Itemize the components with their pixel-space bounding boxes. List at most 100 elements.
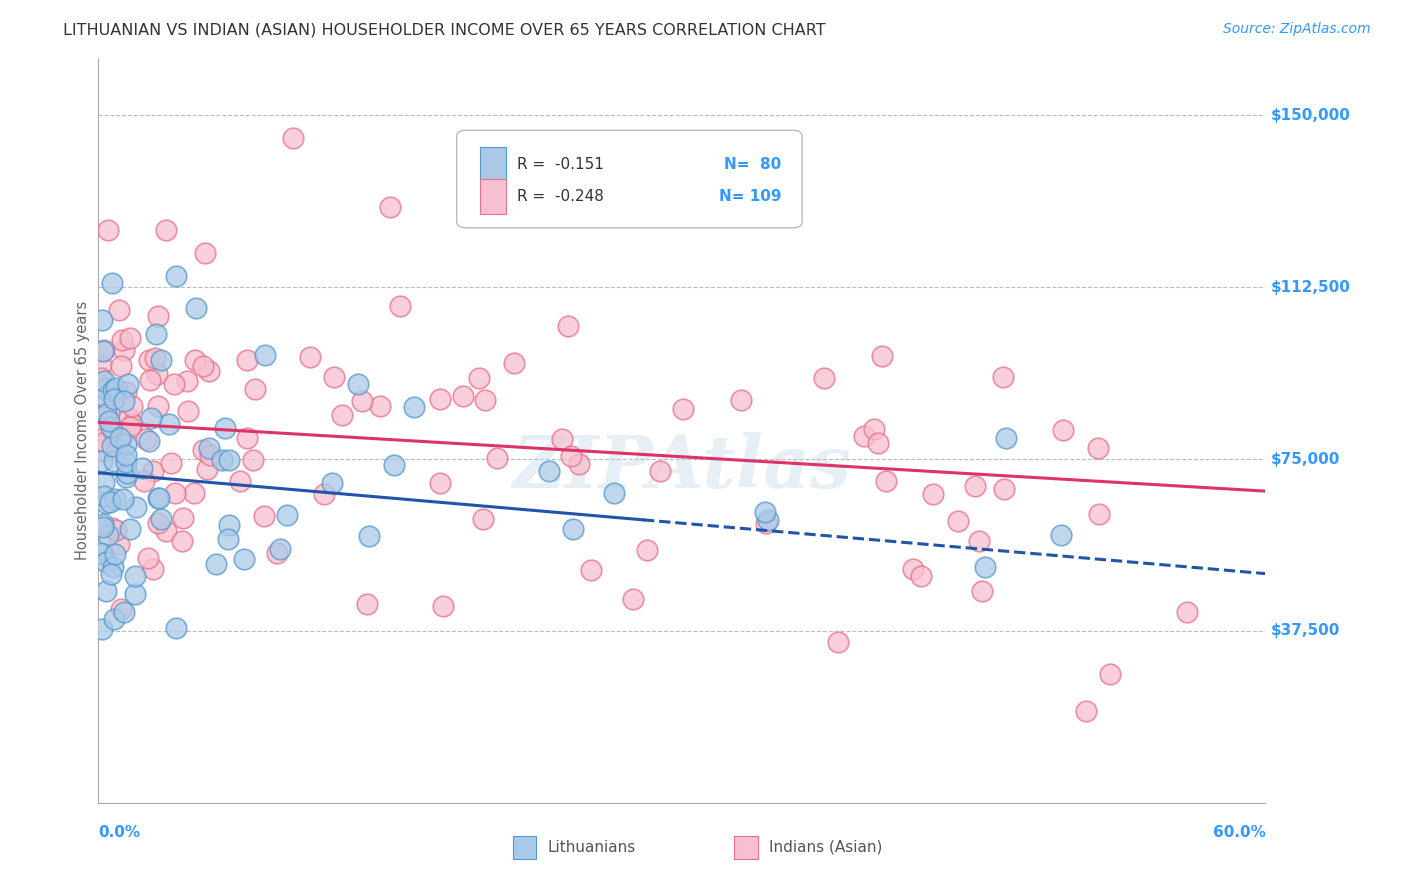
Point <box>97 404 120 418</box>
Point <box>368 399 391 413</box>
Point <box>852 429 875 443</box>
Point <box>90 359 112 373</box>
Point <box>993 370 1015 384</box>
Point <box>603 486 626 500</box>
Point <box>562 522 585 536</box>
Point <box>1087 507 1109 521</box>
Point <box>200 449 222 463</box>
Point <box>115 385 138 400</box>
Point <box>429 476 451 491</box>
Point <box>910 569 932 583</box>
Text: N= 109: N= 109 <box>718 189 782 204</box>
Point <box>112 426 135 441</box>
Point <box>165 268 187 283</box>
Point <box>214 421 236 435</box>
Point <box>474 392 496 407</box>
Point <box>730 393 752 408</box>
Point <box>269 541 291 556</box>
Point <box>105 443 128 458</box>
Point <box>115 448 138 462</box>
Point <box>218 453 240 467</box>
Point <box>121 417 143 432</box>
Point <box>356 597 378 611</box>
Text: Lithuanians: Lithuanians <box>548 840 636 855</box>
Point <box>110 601 132 615</box>
Point <box>105 381 128 395</box>
Point <box>93 520 115 534</box>
Point <box>560 449 582 463</box>
Point <box>138 353 160 368</box>
Point <box>165 621 187 635</box>
Point <box>172 533 194 548</box>
Point <box>993 482 1015 496</box>
Point <box>90 454 112 468</box>
Point <box>90 546 112 560</box>
Bar <box>479 178 506 214</box>
Y-axis label: Householder Income Over 65 years: Householder Income Over 65 years <box>75 301 90 560</box>
Point <box>90 313 112 327</box>
Text: R =  -0.151: R = -0.151 <box>517 157 605 172</box>
Point <box>813 371 835 385</box>
Point <box>94 584 117 599</box>
Point <box>672 402 695 417</box>
Point <box>148 310 170 324</box>
Point <box>557 319 579 334</box>
Point <box>1175 605 1198 619</box>
Point <box>176 404 198 418</box>
Point <box>176 375 198 389</box>
Point <box>111 333 134 347</box>
Point <box>125 500 148 515</box>
Point <box>98 494 121 508</box>
Point <box>146 400 169 414</box>
Point <box>1049 528 1071 542</box>
Point <box>636 543 658 558</box>
Point <box>108 303 131 318</box>
Point <box>112 343 135 358</box>
Point <box>350 394 373 409</box>
Point <box>870 349 893 363</box>
Point <box>149 353 172 368</box>
Point <box>98 415 121 429</box>
Point <box>155 223 177 237</box>
Point <box>159 417 181 431</box>
Point <box>148 491 170 505</box>
Point <box>468 370 491 384</box>
Point <box>139 410 162 425</box>
Point <box>136 550 159 565</box>
Point <box>93 374 115 388</box>
Point <box>1087 441 1109 455</box>
Text: 0.0%: 0.0% <box>98 825 141 840</box>
Point <box>103 392 125 406</box>
Point <box>197 441 219 455</box>
Point <box>451 389 474 403</box>
Point <box>233 551 256 566</box>
Point <box>91 622 114 636</box>
Point <box>111 492 134 507</box>
Point <box>183 486 205 500</box>
Point <box>93 443 115 458</box>
Point <box>314 486 336 500</box>
Point <box>218 518 240 533</box>
Point <box>104 491 127 506</box>
Point <box>236 431 259 445</box>
Point <box>194 245 217 260</box>
Point <box>103 454 125 468</box>
Point <box>97 222 120 236</box>
Point <box>163 486 186 500</box>
Point <box>101 521 124 535</box>
Point <box>100 566 122 581</box>
Point <box>115 455 138 469</box>
Bar <box>734 837 758 859</box>
Point <box>138 434 160 448</box>
Point <box>322 369 344 384</box>
Point <box>191 359 214 373</box>
Point <box>217 533 239 547</box>
Point <box>104 547 127 561</box>
Point <box>115 437 138 451</box>
Point <box>101 422 124 436</box>
Point <box>827 635 849 649</box>
Point <box>357 529 380 543</box>
Point <box>429 392 451 406</box>
Point <box>110 359 132 374</box>
Point <box>432 599 454 613</box>
